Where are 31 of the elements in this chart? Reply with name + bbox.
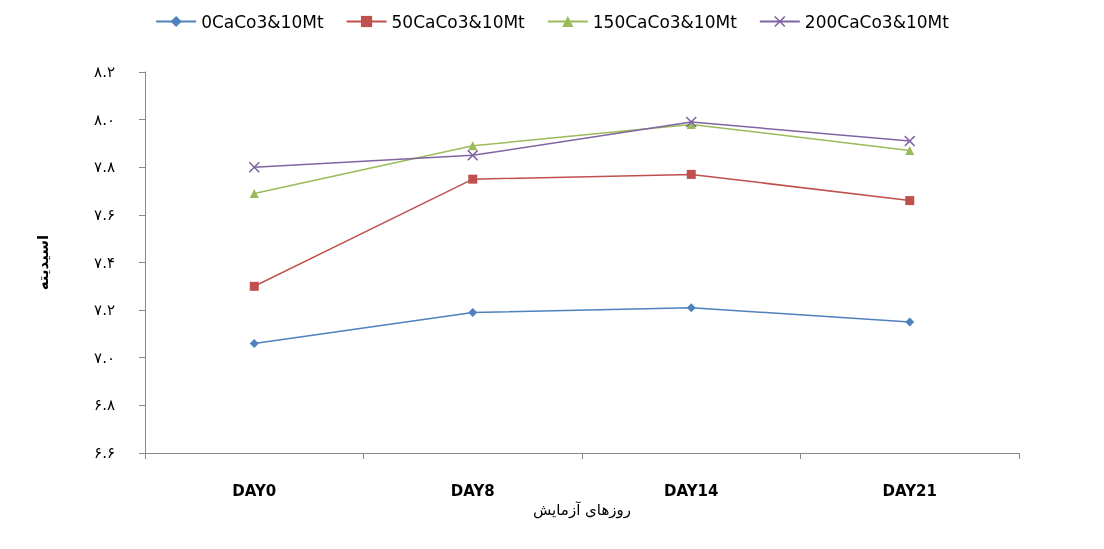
y-tick-label: ۷.۴: [94, 253, 115, 272]
x-axis-title: روزهای آزمایش: [532, 501, 632, 520]
legend-label: 0CaCo3&10Mt: [201, 11, 324, 32]
point: [905, 317, 915, 327]
point: [468, 308, 478, 318]
point: [249, 281, 259, 291]
y-tick-label: ۶.۸: [94, 396, 115, 415]
legend-label: 200CaCo3&10Mt: [804, 11, 950, 32]
y-tick-label: ۷.۲: [94, 301, 115, 320]
y-tick-label: ۷.۰: [94, 348, 115, 367]
point: [249, 338, 259, 348]
x-tick-label: DAY14: [664, 481, 719, 500]
point: [467, 149, 479, 161]
y-tick-label: ۸.۲: [94, 63, 115, 81]
y-tick-label: ۷.۶: [94, 205, 115, 224]
y-tick-label: ۶.۶: [94, 444, 115, 462]
point: [248, 161, 260, 173]
x-tick-label: DAY21: [882, 481, 937, 500]
legend-label: 50CaCo3&10Mt: [391, 11, 526, 32]
point: [905, 196, 915, 206]
y-tick-label: ۸.۰: [94, 110, 115, 129]
point: [468, 174, 478, 184]
x-tick-label: DAY0: [232, 481, 277, 500]
legend-label: 150CaCo3&10Mt: [592, 11, 738, 32]
point: [686, 303, 696, 313]
x-tick-label: DAY8: [450, 481, 495, 500]
point: [904, 135, 916, 147]
y-tick-label: ۷.۸: [94, 158, 115, 177]
point: [249, 188, 259, 198]
point: [686, 169, 696, 179]
y-axis-title: اسیدیته: [33, 234, 52, 291]
